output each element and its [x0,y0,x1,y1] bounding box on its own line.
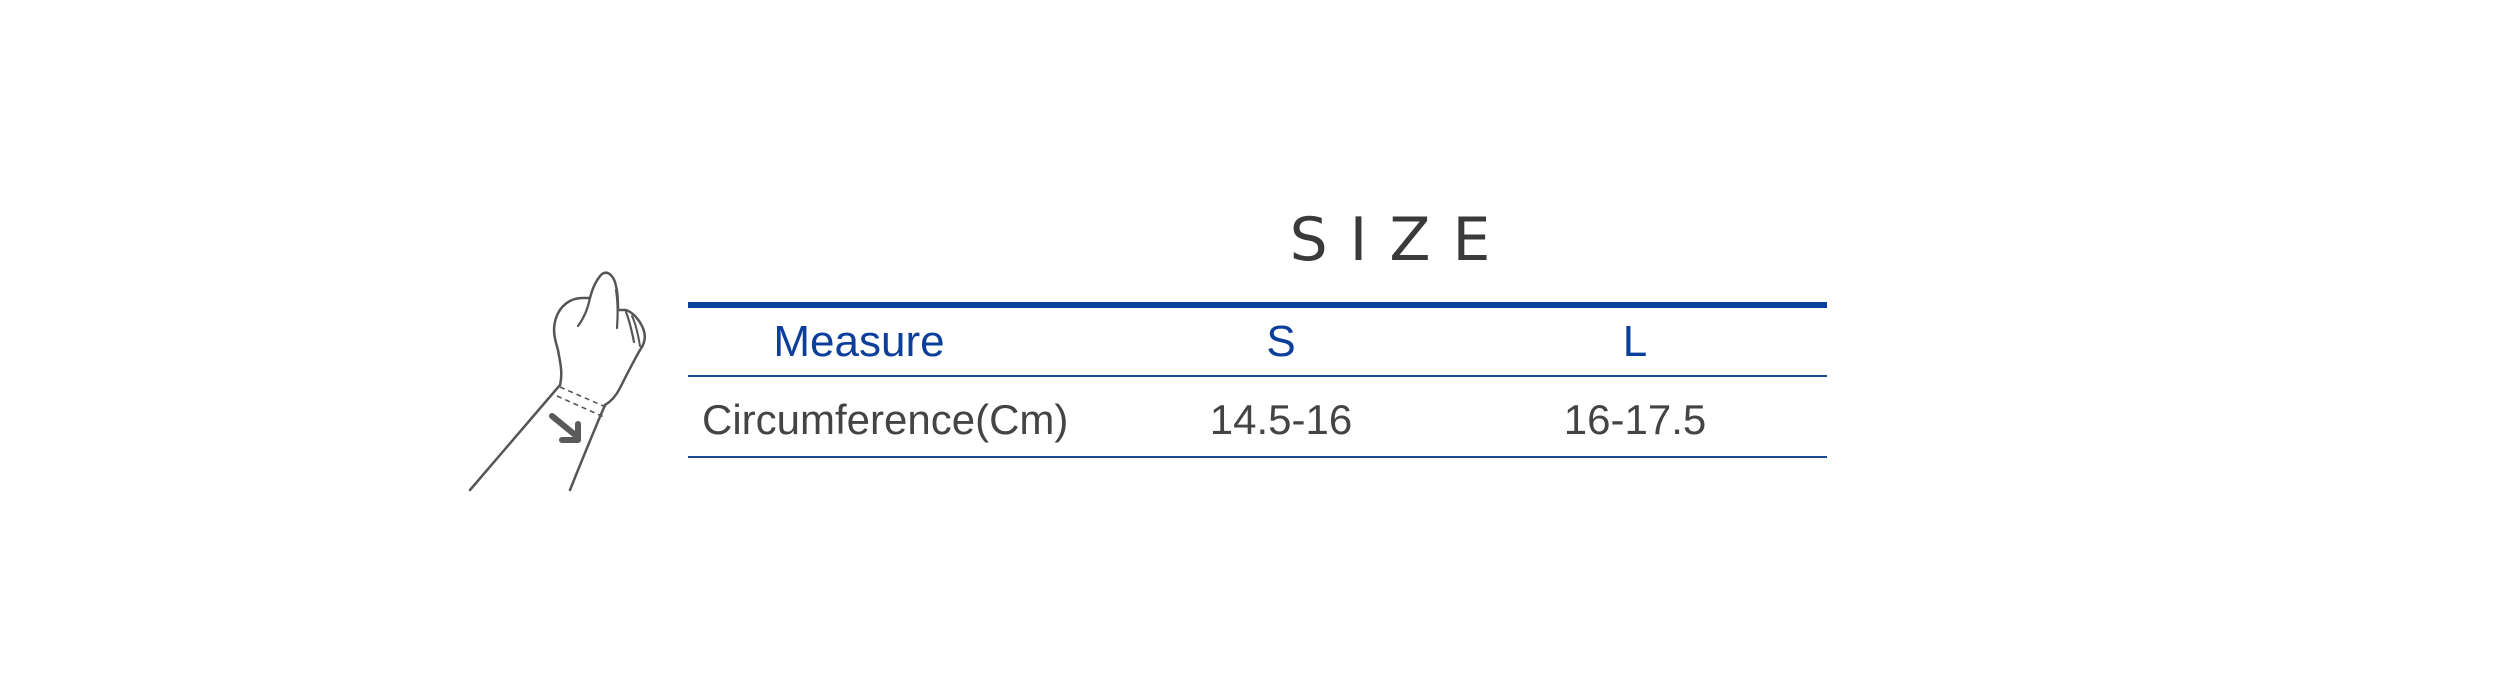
cell-circumference-l: 16-17.5 [1563,396,1707,443]
row-label-circumference: Circumference(Cm) [702,396,1069,443]
wrist-measure-icon [460,250,680,500]
header-measure: Measure [773,317,945,366]
table-header-rule [688,375,1827,377]
size-title: SIZE [1289,205,1513,275]
arrow-icon [548,412,588,452]
table-bottom-rule [688,456,1827,458]
table-top-rule [688,302,1827,308]
header-size-l: L [1622,317,1648,366]
cell-circumference-s: 14.5-16 [1209,396,1353,443]
header-size-s: S [1266,317,1296,366]
